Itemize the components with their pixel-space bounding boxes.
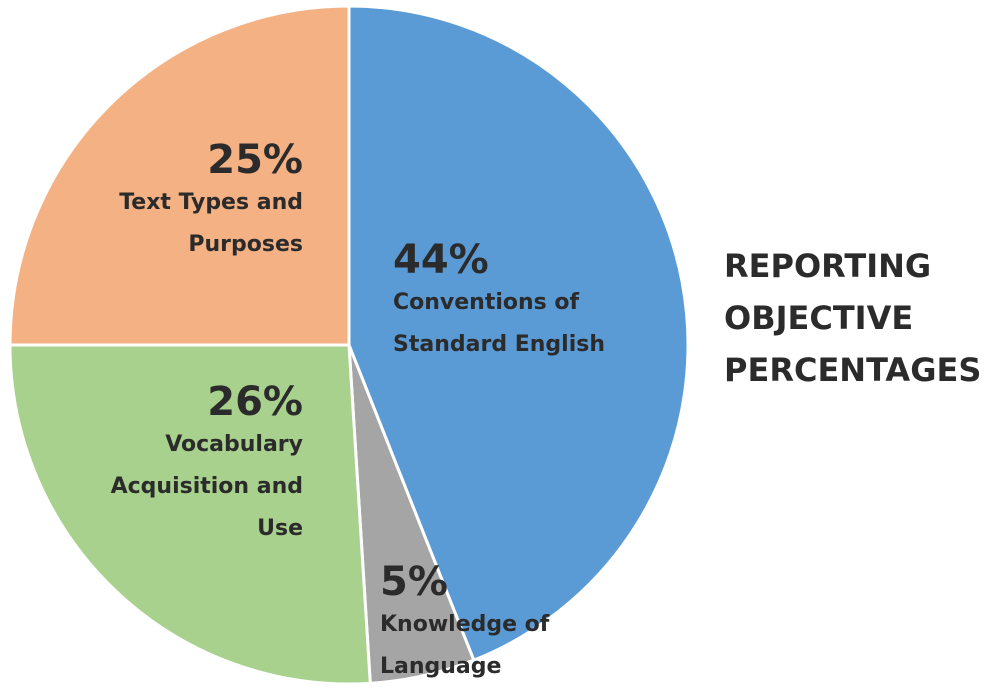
category-label: Vocabulary Acquisition and Use	[110, 432, 303, 541]
slice-label: 26% Vocabulary Acquisition and Use	[103, 380, 303, 550]
slice-label: 25% Text Types and Purposes	[93, 138, 303, 266]
value-label: 25%	[207, 137, 303, 183]
value-label: 44%	[393, 237, 489, 283]
category-label: Knowledge of Language	[380, 612, 550, 679]
pie-slice	[8, 343, 372, 686]
category-label: Conventions of Standard English	[393, 290, 605, 357]
pie-slice	[347, 4, 690, 663]
pie-slice	[8, 4, 351, 347]
slice-label: 44% Conventions of Standard English	[393, 238, 683, 366]
slice-label: 5% Knowledge of Language	[380, 560, 560, 688]
category-label: Text Types and Purposes	[119, 190, 303, 257]
chart-title: REPORTING OBJECTIVE PERCENTAGES	[724, 247, 982, 389]
value-label: 26%	[207, 379, 303, 425]
value-label: 5%	[380, 559, 448, 605]
